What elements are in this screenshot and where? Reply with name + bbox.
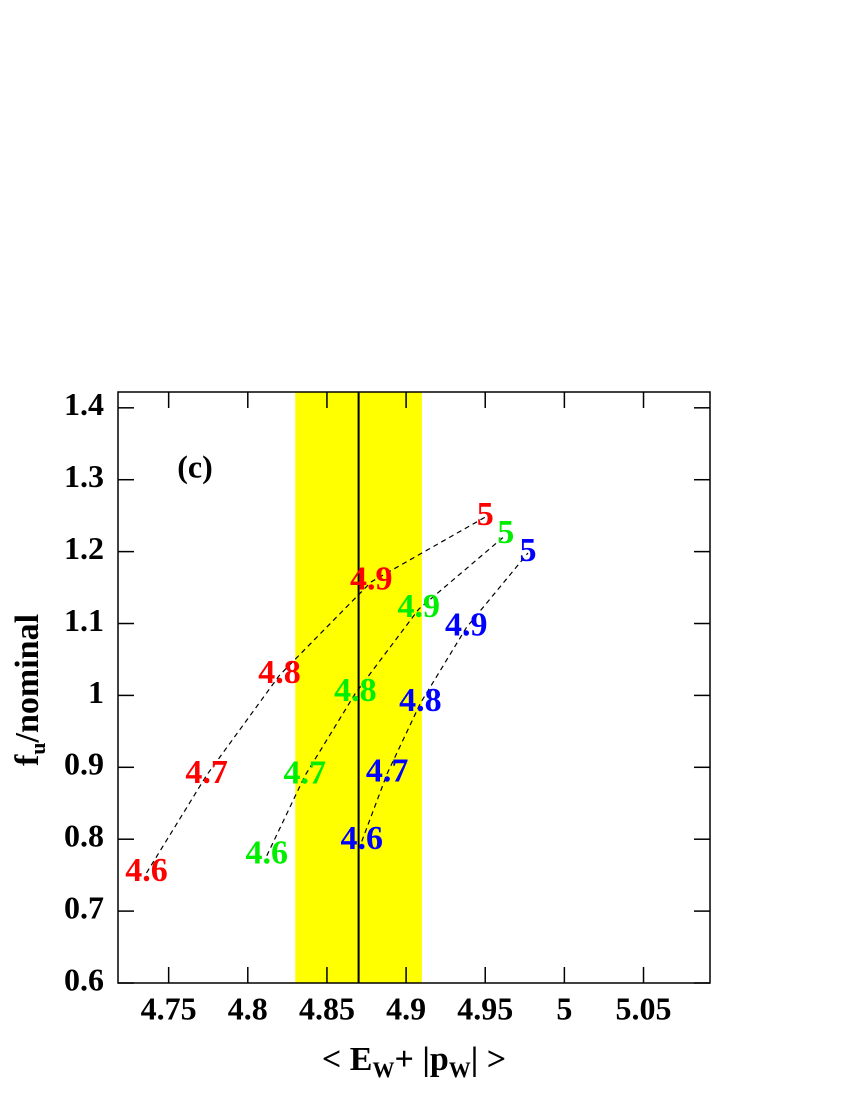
x-axis-label-part: + |p bbox=[394, 1041, 448, 1078]
point-label: 4.6 bbox=[125, 852, 168, 889]
x-tick-label: 5.05 bbox=[616, 990, 672, 1026]
point-label: 4.9 bbox=[445, 607, 488, 644]
point-label: 4.8 bbox=[258, 654, 301, 691]
x-tick-label: 4.9 bbox=[386, 990, 426, 1026]
x-axis-label: < EW+ |pW| > bbox=[322, 1041, 506, 1082]
y-tick-label: 1.1 bbox=[64, 602, 104, 638]
point-label: 4.8 bbox=[399, 682, 442, 719]
x-tick-label: 5 bbox=[556, 990, 572, 1026]
point-label: 4.8 bbox=[334, 672, 377, 709]
point-label: 4.9 bbox=[350, 561, 393, 598]
y-tick-label: 0.7 bbox=[64, 889, 104, 925]
series-line bbox=[145, 516, 486, 874]
series-line bbox=[266, 534, 507, 856]
x-tick-label: 4.95 bbox=[457, 990, 513, 1026]
x-tick-label: 4.85 bbox=[299, 990, 355, 1026]
point-label: 4.6 bbox=[341, 820, 384, 857]
point-label: 4.7 bbox=[185, 754, 228, 791]
y-axis-label-sub: u bbox=[25, 742, 50, 754]
y-tick-label: 0.9 bbox=[64, 746, 104, 782]
point-label: 4.9 bbox=[397, 588, 440, 625]
point-label: 4.7 bbox=[284, 755, 327, 792]
annotation: (c) bbox=[177, 448, 213, 484]
x-tick-label: 4.8 bbox=[228, 990, 268, 1026]
point-label: 4.6 bbox=[246, 835, 289, 872]
x-axis-label-sub: W bbox=[449, 1057, 471, 1082]
series-line bbox=[361, 552, 529, 842]
y-axis-label: fu/nominal bbox=[9, 614, 50, 766]
point-label: 5 bbox=[519, 532, 536, 569]
x-axis-label-sub: W bbox=[372, 1057, 394, 1082]
y-tick-label: 1.4 bbox=[64, 386, 104, 422]
point-label: 5 bbox=[477, 496, 494, 533]
x-tick-label: 4.75 bbox=[141, 990, 197, 1026]
point-label: 5 bbox=[497, 514, 514, 551]
plot-frame bbox=[117, 391, 711, 984]
y-tick-label: 0.8 bbox=[64, 818, 104, 854]
y-tick-label: 1.2 bbox=[64, 530, 104, 566]
y-axis-label-part: f bbox=[9, 754, 46, 766]
y-tick-label: 1.3 bbox=[64, 458, 104, 494]
x-axis-label-part: | > bbox=[471, 1041, 506, 1078]
y-tick-label: 1 bbox=[88, 674, 104, 710]
y-tick-label: 0.6 bbox=[64, 961, 104, 997]
point-label: 4.7 bbox=[366, 753, 409, 790]
y-axis-label-part: /nominal bbox=[9, 614, 46, 743]
x-axis-label-part: < E bbox=[322, 1041, 373, 1078]
